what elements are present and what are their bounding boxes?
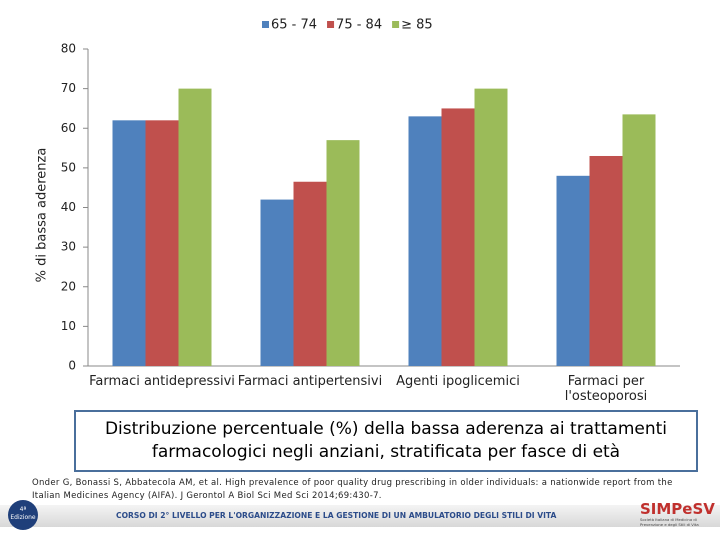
footer-bar: CORSO DI 2° LIVELLO PER L'ORGANIZZAZIONE… <box>0 505 720 527</box>
y-tick-label: 80 <box>61 42 76 56</box>
bar <box>145 120 179 366</box>
y-tick-label: 40 <box>61 200 76 214</box>
badge-number: 4ª <box>19 506 27 513</box>
course-title: CORSO DI 2° LIVELLO PER L'ORGANIZZAZIONE… <box>116 511 557 520</box>
edition-badge: 4ª Edizione <box>8 500 38 530</box>
y-tick-label: 20 <box>61 279 76 293</box>
bar <box>441 108 475 366</box>
bar <box>408 116 442 366</box>
legend-label: 75 - 84 <box>336 18 382 33</box>
x-tick-label: Farmaci antipertensivi <box>237 374 383 389</box>
legend-swatch <box>262 21 269 28</box>
badge-text: Edizione <box>10 514 36 521</box>
legend-label: 65 - 74 <box>271 18 317 33</box>
logo: SIMPeSV <box>640 500 715 518</box>
x-tick-label: Farmaci per l'osteoporosi <box>564 374 648 404</box>
bar <box>622 114 656 366</box>
logo-subtitle: Società Italiana di Medicina di Prevenzi… <box>640 517 699 527</box>
bar <box>556 175 590 366</box>
bar <box>178 88 212 366</box>
legend-label: ≥ 85 <box>401 18 433 33</box>
bar <box>260 199 294 366</box>
y-tick-label: 70 <box>61 81 76 95</box>
y-axis-label: % di bassa aderenza <box>35 148 50 283</box>
x-tick-label: Farmaci antidepressivi <box>89 374 235 389</box>
legend-swatch <box>327 21 335 28</box>
y-tick-label: 10 <box>61 319 76 333</box>
bar <box>112 120 146 366</box>
bar <box>589 155 623 366</box>
bar <box>474 88 508 366</box>
y-tick-label: 30 <box>61 240 76 254</box>
caption: Distribuzione percentuale (%) della bass… <box>74 410 698 472</box>
reference: Onder G, Bonassi S, Abbatecola AM, et al… <box>32 478 673 501</box>
bar <box>326 140 360 366</box>
y-tick-label: 60 <box>61 121 76 135</box>
x-tick-label: Agenti ipoglicemici <box>396 374 520 389</box>
bar <box>293 181 327 366</box>
legend-swatch <box>392 21 400 28</box>
y-tick-label: 0 <box>68 359 76 373</box>
y-tick-label: 50 <box>61 160 76 174</box>
